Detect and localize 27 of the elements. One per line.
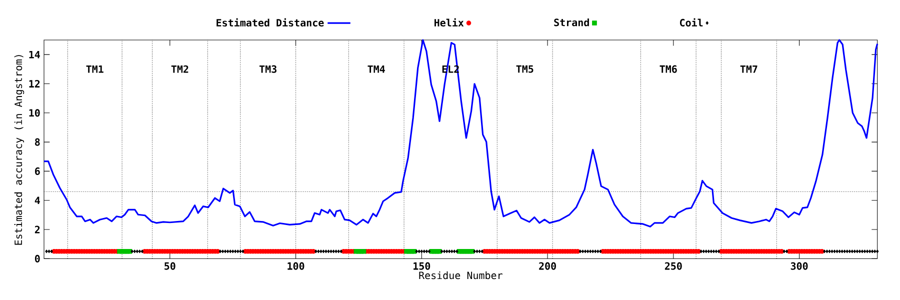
x-tick-label: 150 [414, 262, 430, 270]
annotation: TM5 [516, 65, 534, 73]
x-axis-title: Residue Number [419, 271, 502, 280]
y-tick-label: 0 [34, 254, 40, 262]
y-tick-label: 8 [35, 138, 40, 146]
annotation: TM7 [740, 65, 758, 73]
annotation: TM3 [259, 65, 276, 73]
annotation: TM4 [368, 65, 385, 73]
annotation: TM1 [86, 65, 104, 73]
y-tick-label: 4 [34, 196, 40, 204]
annotation: TM2 [171, 65, 188, 73]
y-tick-label: 2 [34, 226, 40, 234]
x-tick-label: 300 [790, 262, 808, 270]
annotation: TM6 [660, 65, 677, 73]
y-tick-label: 10 [29, 109, 40, 117]
y-tick-label: 14 [29, 50, 40, 58]
y-tick-label: 12 [29, 80, 40, 88]
legend-label: Strand [554, 18, 589, 26]
x-tick-label: 50 [164, 262, 176, 270]
legend-label: Helix [434, 18, 464, 26]
x-tick-label: 200 [539, 262, 556, 270]
y-axis-title: Estimated accuracy (in Angstrom) [14, 55, 24, 245]
legend-label: Coil [680, 18, 703, 26]
y-tick-label: 6 [35, 167, 40, 175]
legend-label: Estimated Distance [216, 18, 324, 26]
x-tick-label: 100 [288, 262, 304, 270]
x-tick-label: 250 [664, 262, 682, 270]
